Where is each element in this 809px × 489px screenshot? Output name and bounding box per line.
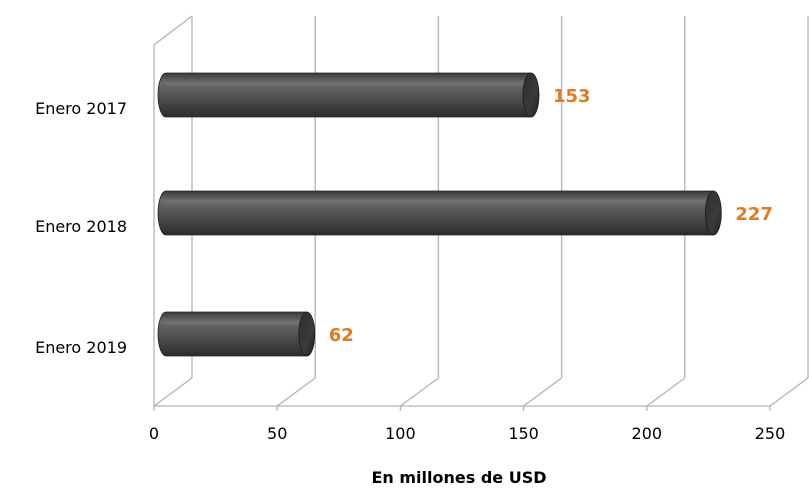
bar-highlight <box>166 199 714 205</box>
floor-gridline <box>400 377 439 407</box>
grid-layer: 0 50 100 150 200 250 <box>149 15 809 443</box>
bar-body <box>157 190 714 236</box>
bar-layer <box>157 72 722 357</box>
x-tick-label: 250 <box>755 424 786 443</box>
bar-end-cap <box>704 190 722 236</box>
data-label: 227 <box>735 204 773 225</box>
floor-gridline <box>769 377 809 407</box>
data-label: 153 <box>553 86 591 107</box>
bar-end-cap <box>522 72 540 118</box>
category-label: Enero 2019 <box>35 338 127 357</box>
label-layer: 153 Enero 2017 227 Enero 2018 62 Enero 2019 <box>35 86 773 357</box>
floor-gridline <box>523 377 562 407</box>
floor-gridline <box>276 377 316 407</box>
floor-gridline <box>646 377 686 407</box>
x-tick-label: 200 <box>632 424 663 443</box>
bar-highlight <box>166 81 531 87</box>
category-label: Enero 2018 <box>35 217 127 236</box>
x-tick-label: 100 <box>385 424 416 443</box>
x-tick-label: 150 <box>508 424 539 443</box>
bar-body <box>157 311 308 357</box>
left-wall <box>153 15 193 406</box>
x-axis-title: En millones de USD <box>371 468 546 487</box>
x-tick-label: 50 <box>267 424 287 443</box>
data-label: 62 <box>329 325 354 346</box>
bar-body <box>157 72 532 118</box>
x-tick-label: 0 <box>149 424 159 443</box>
bar <box>157 72 540 118</box>
floor-gridline <box>153 377 193 407</box>
category-label: Enero 2017 <box>35 99 127 118</box>
bar <box>157 311 316 357</box>
bar-end-cap <box>298 311 316 357</box>
bar <box>157 190 722 236</box>
bar-highlight <box>166 320 307 326</box>
